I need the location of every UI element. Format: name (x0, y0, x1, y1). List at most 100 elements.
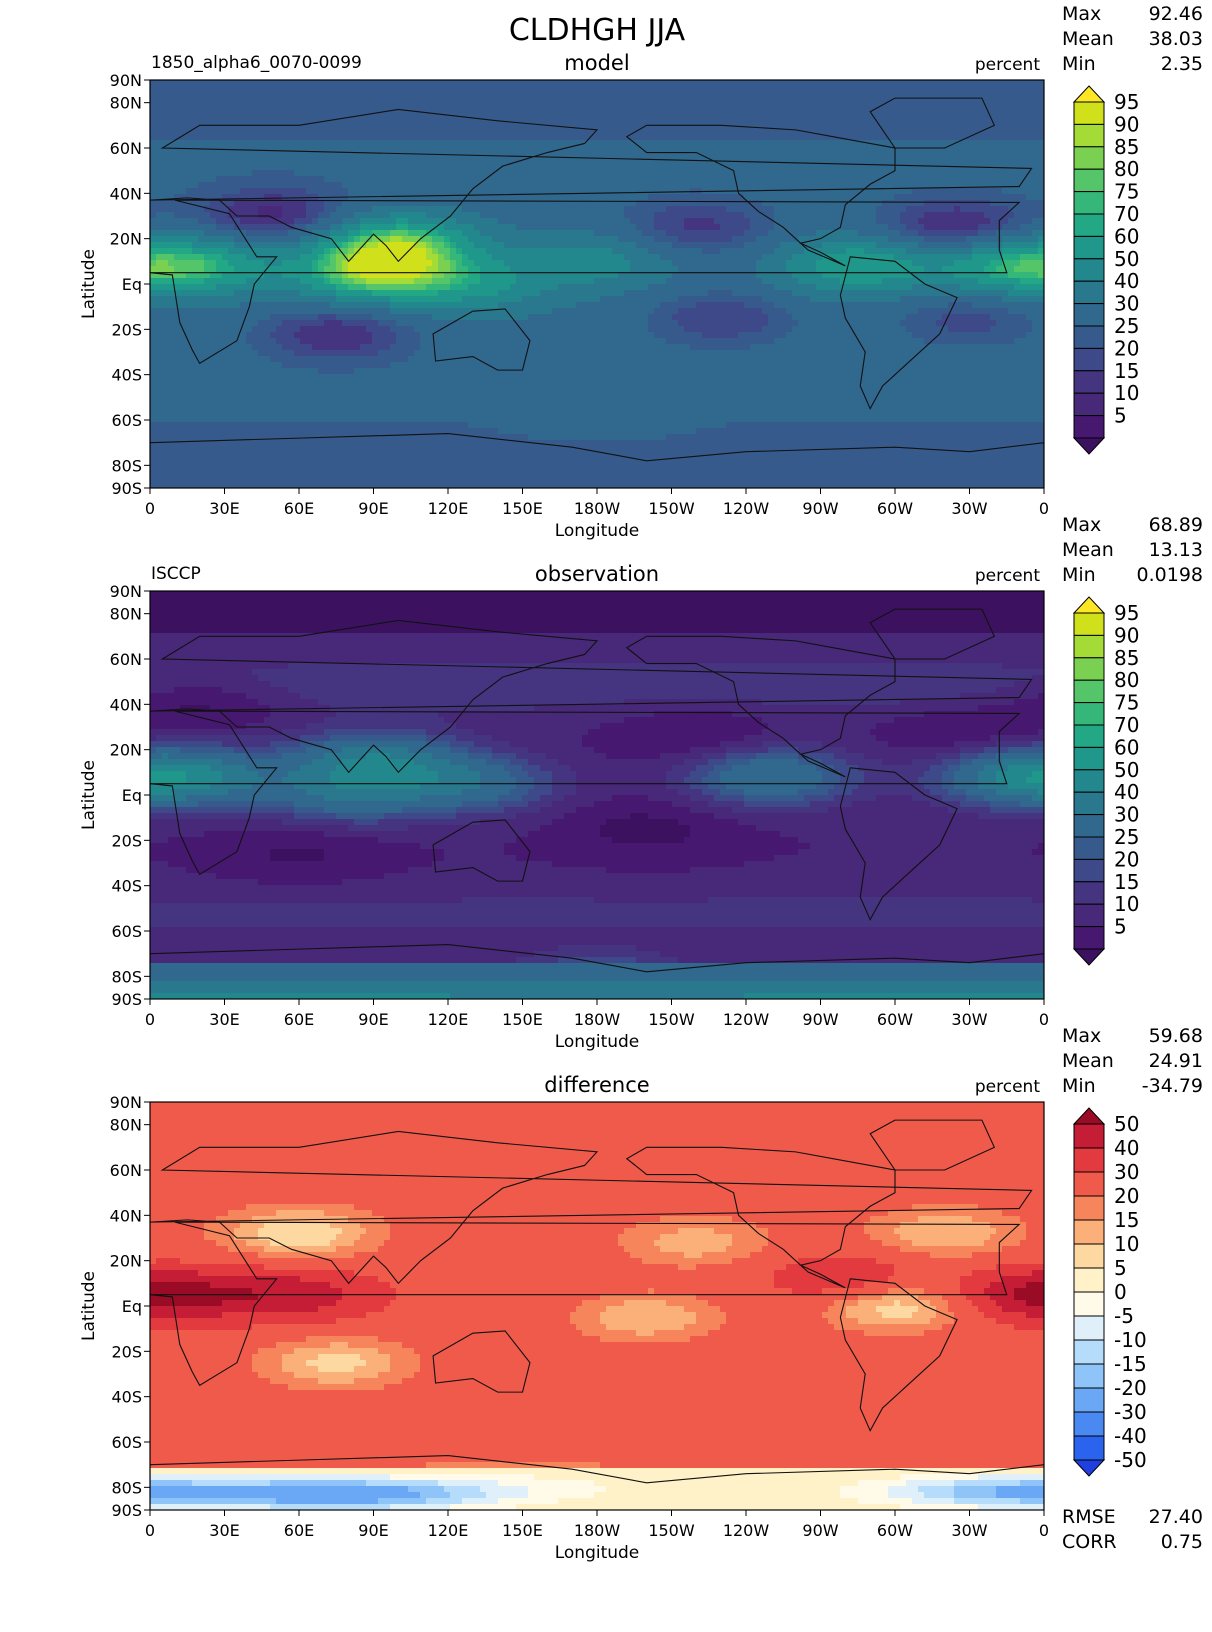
colorbar-label: -10 (1114, 1328, 1147, 1352)
x-axis-label: Longitude (555, 1032, 640, 1052)
panel-left-title: 1850_alpha6_0070-0099 (151, 53, 362, 73)
x-tick-label: 150W (648, 1010, 695, 1029)
y-tick-label: 20N (110, 741, 142, 760)
corr-label: CORR (1062, 1531, 1117, 1553)
colorbar-box (1074, 236, 1104, 258)
colorbar-box (1074, 1436, 1104, 1460)
x-axis-label: Longitude (555, 1543, 640, 1563)
colorbar-label: 5 (1114, 915, 1127, 939)
colorbar-label: -20 (1114, 1376, 1147, 1400)
stat-mean-value: 24.91 (1149, 1050, 1203, 1072)
colorbar-label: -30 (1114, 1400, 1147, 1424)
colorbar-box (1074, 102, 1104, 124)
colorbar-box (1074, 1124, 1104, 1148)
x-tick-label: 0 (1039, 1521, 1049, 1540)
figure-title: CLDHGH JJA (509, 13, 686, 48)
model-panel: 1850_alpha6_0070-0099 model percent Max … (79, 3, 1203, 541)
x-tick-label: 180W (574, 1010, 621, 1029)
colorbar-box (1074, 348, 1104, 370)
panel-units: percent (975, 55, 1040, 75)
colorbar-box (1074, 1388, 1104, 1412)
y-tick-label: 80N (110, 605, 142, 624)
colorbar-label: 95 (1114, 90, 1139, 114)
y-tick-label: 80N (110, 1116, 142, 1135)
colorbar-label: -50 (1114, 1448, 1147, 1472)
corr-value: 0.75 (1161, 1531, 1203, 1553)
y-tick-label: 20N (110, 230, 142, 249)
colorbar-box (1074, 1244, 1104, 1268)
stat-max-label: Max (1062, 514, 1101, 536)
panel-units: percent (975, 1077, 1040, 1097)
field-cells (150, 80, 1045, 489)
colorbar-label: 60 (1114, 735, 1139, 759)
stat-mean-label: Mean (1062, 28, 1114, 50)
x-tick-label: 150E (502, 1010, 543, 1029)
y-tick-label: 80N (110, 94, 142, 113)
stat-max-label: Max (1062, 3, 1101, 25)
stat-max-value: 92.46 (1149, 3, 1203, 25)
colorbar-box (1074, 747, 1104, 769)
x-tick-label: 180W (574, 1521, 621, 1540)
colorbar-box (1074, 859, 1104, 881)
colorbar-label: 90 (1114, 623, 1139, 647)
y-tick-label: 80S (111, 456, 142, 475)
y-tick-label: 60S (111, 411, 142, 430)
y-tick-label: 90S (111, 1501, 142, 1520)
colorbar-top-triangle (1074, 1108, 1104, 1124)
colorbar-box (1074, 1292, 1104, 1316)
colorbar-box (1074, 214, 1104, 236)
colorbar-box (1074, 393, 1104, 415)
rmse-label: RMSE (1062, 1506, 1116, 1528)
colorbar-box (1074, 904, 1104, 926)
stat-min-value: 0.0198 (1137, 564, 1203, 586)
colorbar-label: -15 (1114, 1352, 1147, 1376)
colorbar-label: 40 (1114, 1136, 1139, 1160)
colorbar-label: 50 (1114, 247, 1139, 271)
x-tick-label: 150E (502, 1521, 543, 1540)
x-tick-label: 90W (802, 1521, 838, 1540)
colorbar-box (1074, 635, 1104, 657)
y-tick-label: 60N (110, 139, 142, 158)
rmse-value: 27.40 (1149, 1506, 1203, 1528)
colorbar-label: 25 (1114, 314, 1139, 338)
y-tick-label: 90S (111, 479, 142, 498)
x-tick-label: 120E (428, 499, 469, 518)
x-tick-label: 60E (284, 499, 314, 518)
colorbar-label: 80 (1114, 157, 1139, 181)
colorbar-box (1074, 927, 1104, 949)
colorbar-label: 30 (1114, 1160, 1139, 1184)
colorbar-box (1074, 815, 1104, 837)
y-axis-label: Latitude (79, 1271, 99, 1341)
colorbar-label: 70 (1114, 713, 1139, 737)
colorbar-box (1074, 371, 1104, 393)
colorbar-box (1074, 192, 1104, 214)
colorbar-box (1074, 1220, 1104, 1244)
colorbar-box (1074, 281, 1104, 303)
x-tick-label: 0 (1039, 1010, 1049, 1029)
y-tick-label: 80S (111, 1478, 142, 1497)
colorbar-box (1074, 147, 1104, 169)
colorbar-label: 85 (1114, 135, 1139, 159)
x-tick-label: 30W (951, 499, 987, 518)
colorbar-label: 15 (1114, 1208, 1139, 1232)
difference-panel: difference percent Max 59.68 Mean 24.91 … (79, 1025, 1203, 1563)
colorbar-label: 25 (1114, 825, 1139, 849)
colorbar-label: 75 (1114, 180, 1139, 204)
colorbar-label: 10 (1114, 381, 1139, 405)
colorbar-label: 5 (1114, 404, 1127, 428)
x-tick-label: 90E (358, 1010, 388, 1029)
colorbar-label: -40 (1114, 1424, 1147, 1448)
x-tick-label: 120E (428, 1010, 469, 1029)
colorbar-bottom-triangle (1074, 438, 1104, 454)
y-tick-label: 20N (110, 1252, 142, 1271)
colorbar-box (1074, 770, 1104, 792)
colorbar-label: 20 (1114, 847, 1139, 871)
y-tick-label: 40S (111, 366, 142, 385)
y-tick-label: 40S (111, 1388, 142, 1407)
stat-mean-value: 38.03 (1149, 28, 1203, 50)
colorbar-label: 95 (1114, 601, 1139, 625)
colorbar-box (1074, 1316, 1104, 1340)
